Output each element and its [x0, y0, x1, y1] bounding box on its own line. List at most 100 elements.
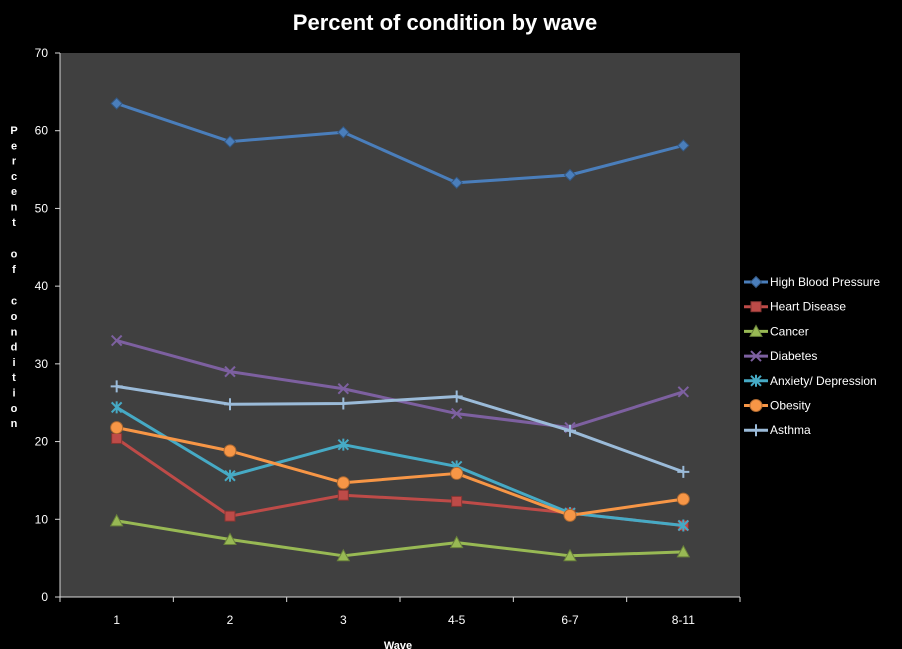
y-tick-label: 50 [35, 201, 49, 215]
data-point [223, 444, 237, 458]
data-point [110, 421, 124, 435]
series-line [116, 519, 684, 558]
x-tick-label: 8-11 [672, 613, 695, 627]
series-line [116, 102, 684, 185]
series-high-blood-pressure [110, 97, 690, 189]
legend-label: Obesity [770, 399, 811, 413]
data-point [336, 548, 351, 562]
data-point [749, 275, 763, 289]
data-point [677, 139, 690, 152]
plot-area [60, 53, 740, 597]
data-point [750, 350, 762, 362]
legend-item: High Blood Pressure [744, 275, 880, 289]
data-point [749, 399, 763, 412]
y-axis-title-char: e [11, 140, 17, 152]
series-cancer [109, 513, 691, 562]
x-tick-label: 2 [227, 613, 234, 627]
y-axis-title-char: f [12, 264, 16, 276]
x-axis: 1 2 3 4-5 6-7 8-11 [59, 596, 741, 627]
y-tick-label: 70 [35, 46, 49, 60]
data-point [110, 334, 123, 347]
data-point [337, 489, 349, 501]
y-axis-title-char: o [11, 311, 18, 323]
legend-label: Asthma [770, 423, 811, 437]
data-point [450, 390, 463, 403]
data-point [109, 513, 124, 527]
data-point [450, 466, 464, 480]
data-point [563, 548, 577, 562]
data-point [676, 492, 690, 506]
series-obesity [110, 421, 690, 522]
data-point [110, 380, 123, 393]
legend-item: Cancer [744, 324, 809, 338]
data-point [563, 508, 577, 522]
y-axis-title-char: i [12, 357, 15, 369]
y-axis-title-char: r [12, 156, 17, 168]
data-point [223, 135, 237, 148]
legend-label: Heart Disease [770, 300, 846, 314]
x-tick-label: 1 [113, 613, 120, 627]
legend-marker [750, 350, 762, 362]
legend-label: Anxiety/ Depression [770, 374, 877, 388]
data-point [223, 532, 237, 545]
y-axis: 0 10 20 30 40 50 60 70 [35, 46, 61, 604]
legend-marker [749, 324, 763, 337]
y-tick-label: 20 [35, 435, 49, 449]
data-point [676, 544, 691, 558]
data-point [563, 168, 577, 182]
series-line [115, 406, 684, 527]
data-point [337, 438, 350, 451]
data-point [450, 407, 463, 420]
y-axis-title-char: n [11, 202, 18, 214]
y-axis-title-char: o [11, 403, 18, 415]
y-tick-label: 0 [41, 590, 48, 604]
y-axis-title-char: t [12, 217, 16, 229]
data-point [111, 432, 123, 444]
data-point [750, 424, 762, 437]
data-point [224, 469, 236, 482]
data-point [110, 401, 123, 414]
data-point [337, 397, 350, 410]
y-tick-label: 40 [35, 279, 49, 293]
data-point [450, 176, 463, 189]
legend-marker [749, 399, 763, 412]
y-tick-label: 10 [35, 512, 49, 526]
y-axis-title-char: n [11, 418, 18, 430]
chart-title: Percent of condition by wave [293, 10, 597, 35]
legend-item: Asthma [744, 423, 811, 437]
data-point [749, 324, 763, 337]
series-line [116, 426, 684, 517]
data-point [337, 126, 350, 139]
y-axis-title-char: o [11, 249, 18, 261]
y-axis-title-char: P [10, 125, 17, 137]
legend: High Blood Pressure Heart Disease Cancer Di… [744, 275, 880, 437]
y-axis-title-char: c [11, 296, 17, 308]
y-axis-title-char: e [11, 186, 17, 198]
data-point [449, 535, 464, 549]
series-asthma [110, 380, 690, 478]
legend-item: Anxiety/ Depression [744, 374, 877, 388]
data-point [224, 510, 236, 522]
legend-item: Diabetes [744, 349, 817, 363]
legend-label: Cancer [770, 324, 809, 338]
data-point [451, 495, 463, 507]
series-line [116, 384, 684, 474]
data-point [224, 365, 236, 378]
data-point [337, 383, 350, 395]
legend-marker [750, 424, 762, 437]
x-tick-label: 4-5 [448, 613, 466, 627]
legend-marker [750, 374, 762, 387]
legend-marker [750, 301, 762, 313]
y-axis-title-char: d [11, 342, 18, 354]
x-tick-label: 6-7 [561, 613, 579, 627]
x-tick-label: 3 [340, 613, 347, 627]
legend-item: Obesity [744, 399, 811, 413]
data-point [677, 465, 690, 478]
legend-label: High Blood Pressure [770, 275, 880, 289]
data-point [677, 519, 690, 532]
data-point [336, 476, 350, 490]
legend-item: Heart Disease [744, 300, 846, 314]
y-axis-title-char: n [11, 326, 18, 338]
